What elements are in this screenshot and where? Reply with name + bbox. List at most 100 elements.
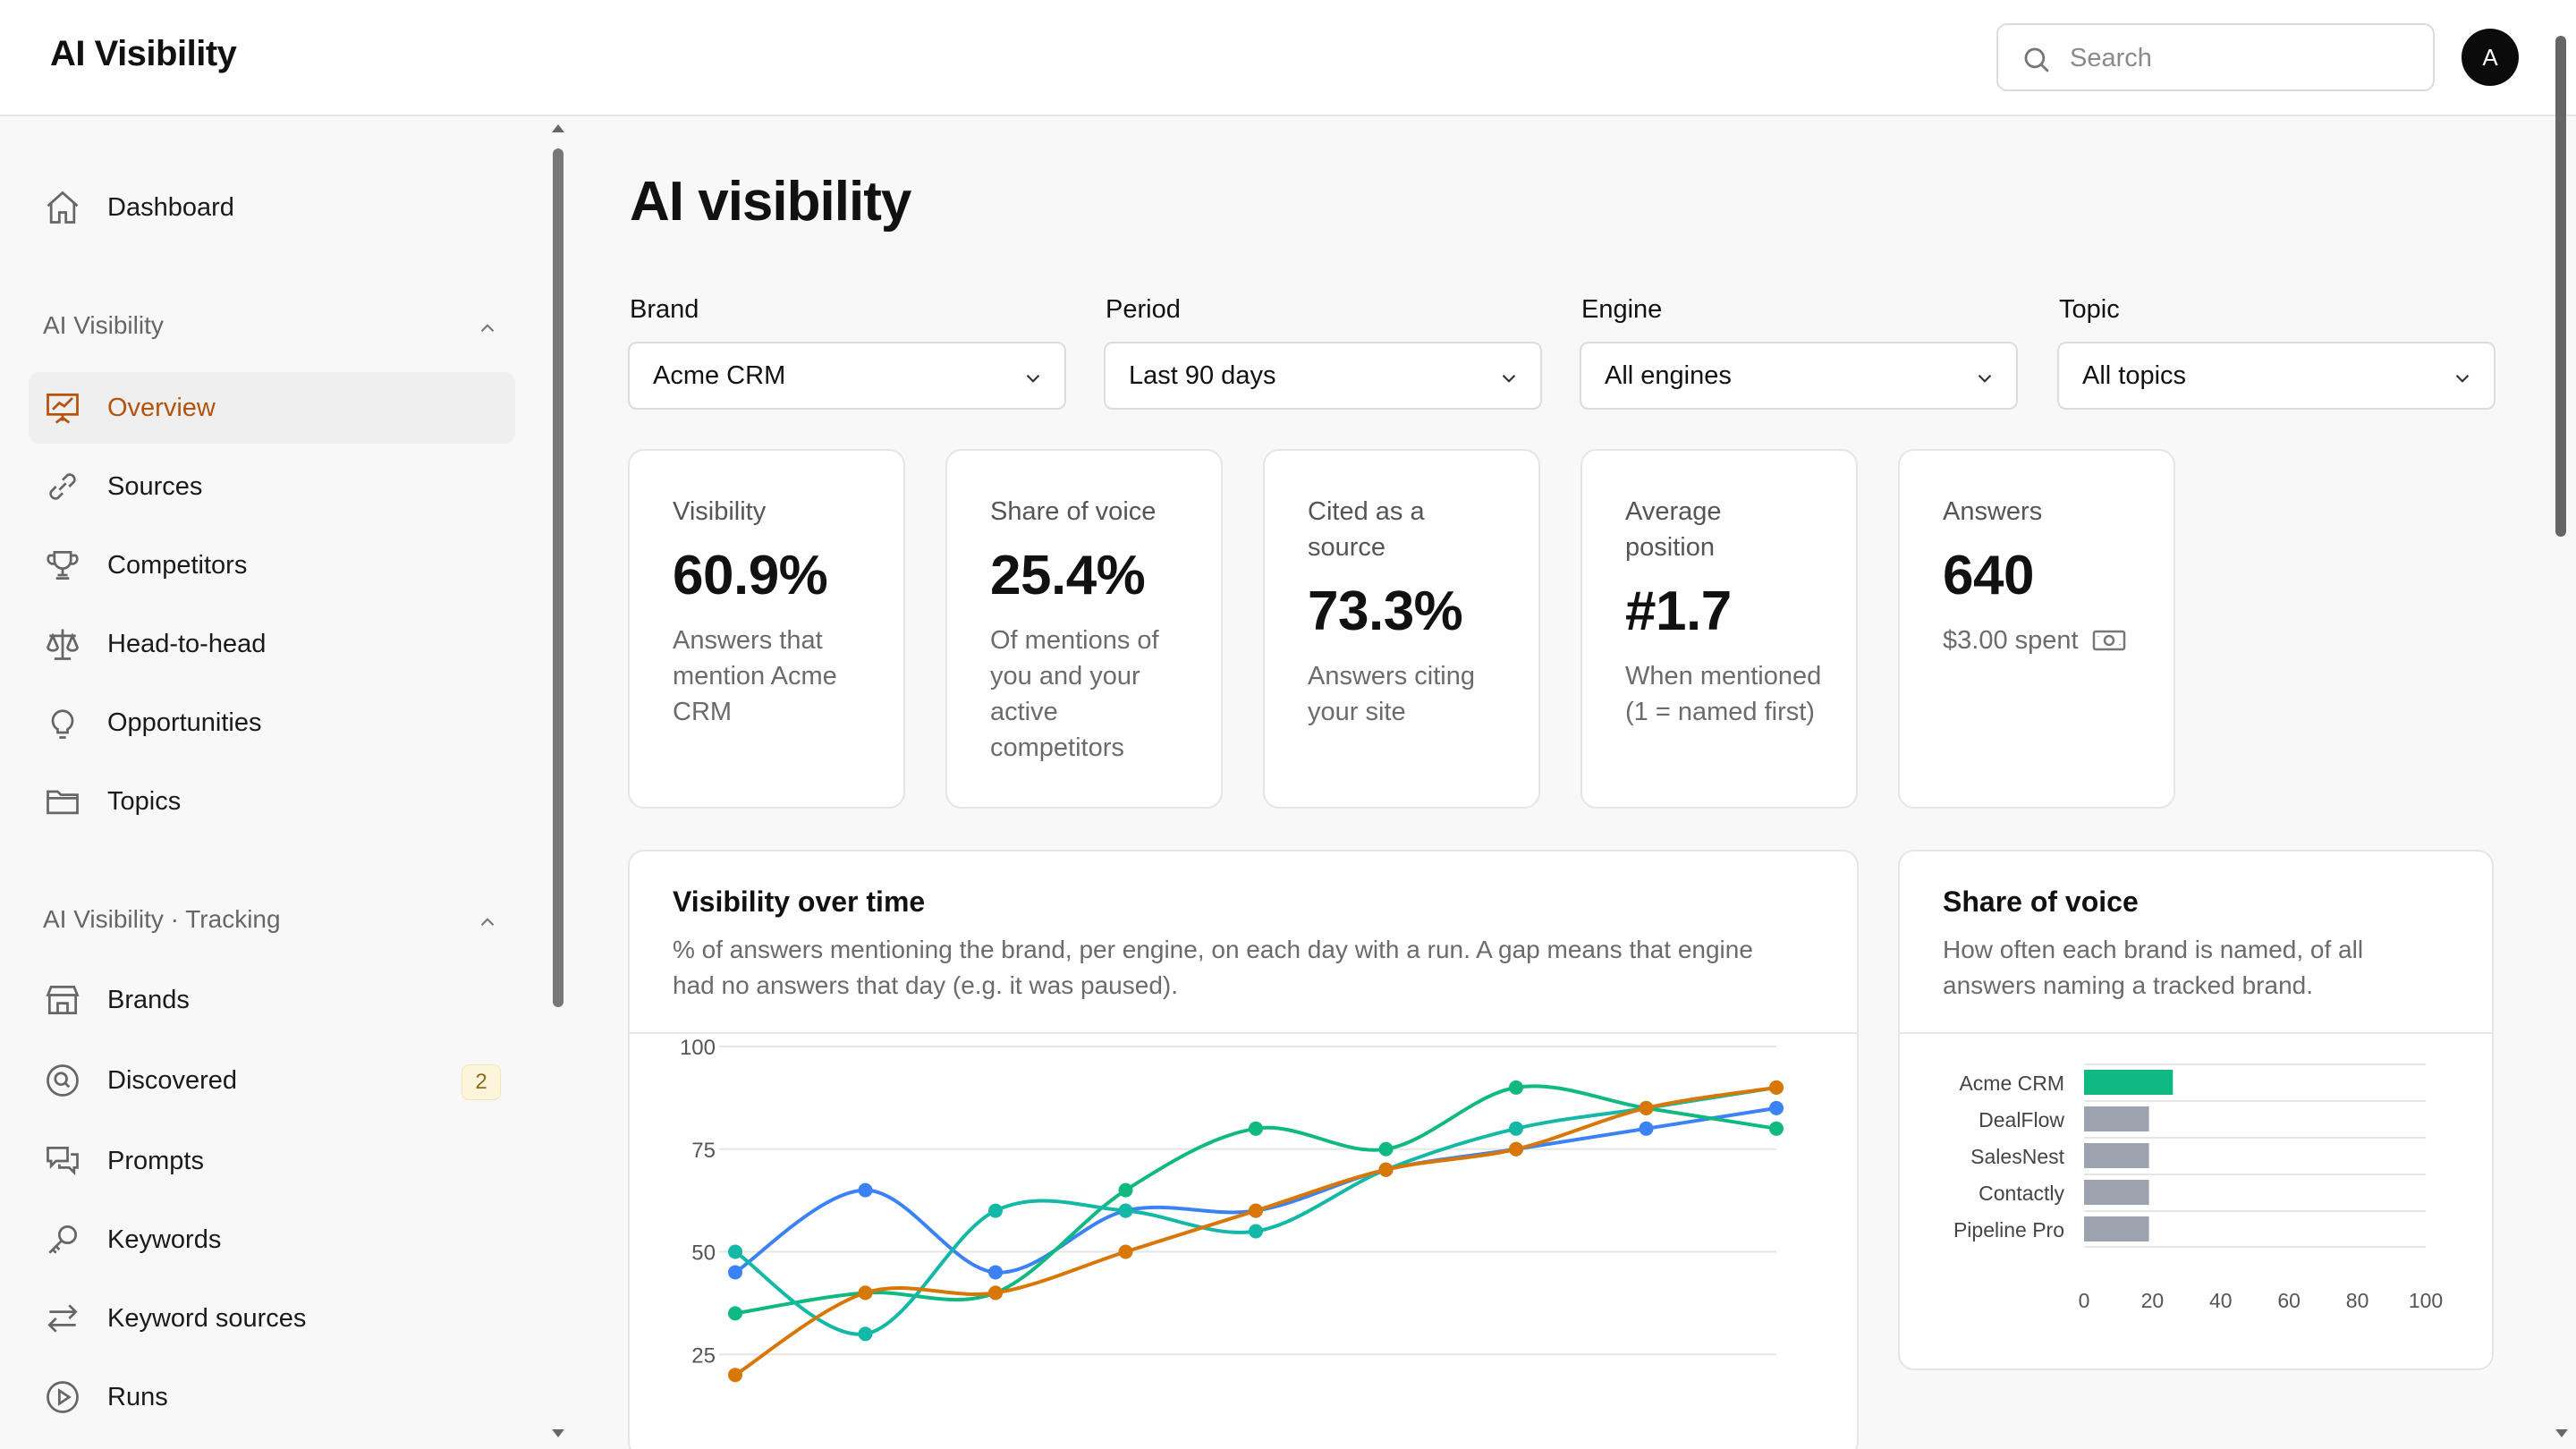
- bar[interactable]: [2084, 1070, 2174, 1095]
- bar[interactable]: [2084, 1106, 2149, 1131]
- sidebar-item-overview[interactable]: Overview: [29, 372, 515, 444]
- data-point[interactable]: [728, 1265, 742, 1280]
- sidebar-item-keywords[interactable]: Keywords: [29, 1204, 515, 1275]
- y-tick-label: 100: [680, 1036, 716, 1060]
- panel-subtitle: % of answers mentioning the brand, per e…: [673, 936, 1753, 999]
- chevron-down-icon: [1502, 374, 1516, 383]
- chevron-up-icon: [480, 918, 495, 927]
- sidebar-item-dashboard[interactable]: Dashboard: [29, 172, 515, 243]
- filter-label-period: Period: [1106, 295, 1181, 324]
- data-point[interactable]: [1769, 1080, 1784, 1095]
- data-point[interactable]: [1509, 1141, 1523, 1157]
- data-point[interactable]: [728, 1244, 742, 1259]
- sidebar-item-label: Overview: [107, 393, 216, 422]
- x-tick-label: 100: [2409, 1289, 2443, 1312]
- section-ai-visibility[interactable]: AI Visibility: [43, 311, 499, 347]
- scroll-down-arrow-icon[interactable]: [549, 1428, 567, 1440]
- topic-select[interactable]: All topics: [2057, 342, 2496, 410]
- sidebar-item-prompts[interactable]: Prompts: [29, 1125, 515, 1197]
- data-point[interactable]: [858, 1182, 873, 1198]
- app-title: AI Visibility: [50, 34, 237, 73]
- kpi-description: Of mentions of you and your active compe…: [990, 626, 1159, 762]
- sidebar-item-brands[interactable]: Brands: [29, 964, 515, 1036]
- sidebar-item-runs[interactable]: Runs: [29, 1361, 515, 1433]
- data-point[interactable]: [728, 1306, 742, 1321]
- data-point[interactable]: [858, 1285, 873, 1301]
- data-point[interactable]: [1639, 1121, 1654, 1136]
- data-point[interactable]: [1118, 1182, 1133, 1198]
- data-point[interactable]: [728, 1368, 742, 1383]
- chevron-down-icon: [1026, 374, 1040, 383]
- sidebar-item-discovered[interactable]: Discovered 2: [29, 1045, 515, 1116]
- sidebar: Dashboard AI Visibility Overview Sources…: [0, 118, 546, 1449]
- sidebar-scroll-thumb[interactable]: [553, 148, 564, 1007]
- data-point[interactable]: [988, 1203, 1003, 1218]
- kpi-description: Answers citing your site: [1308, 662, 1475, 726]
- select-value: All topics: [2082, 361, 2187, 390]
- kpi-card-cited-as-source: Cited as a source 73.3% Answers citing y…: [1263, 449, 1540, 809]
- section-label: AI Visibility · Tracking: [43, 905, 281, 933]
- visibility-over-time-panel: Visibility over time % of answers mentio…: [628, 850, 1859, 1449]
- brand-select[interactable]: Acme CRM: [628, 342, 1066, 410]
- key-icon: [48, 1224, 78, 1254]
- page-scroll-thumb[interactable]: [2555, 36, 2566, 537]
- data-point[interactable]: [988, 1285, 1003, 1301]
- filter-label-engine: Engine: [1581, 295, 1663, 324]
- sidebar-scrollbar[interactable]: [547, 118, 569, 1449]
- chevron-down-icon: [2455, 374, 2470, 383]
- y-tick-label: 50: [691, 1241, 716, 1266]
- category-label: Pipeline Pro: [1953, 1218, 2064, 1241]
- data-point[interactable]: [1249, 1121, 1263, 1136]
- data-point[interactable]: [1378, 1162, 1394, 1177]
- banknote-icon: [2092, 630, 2125, 651]
- data-point[interactable]: [1509, 1121, 1523, 1136]
- panel-subtitle: How often each brand is named, of all an…: [1943, 936, 2364, 999]
- kpi-card-visibility: Visibility 60.9% Answers that mention Ac…: [628, 449, 905, 809]
- section-ai-visibility-tracking[interactable]: AI Visibility · Tracking: [43, 905, 499, 941]
- category-label: Acme CRM: [1959, 1072, 2064, 1095]
- data-point[interactable]: [1249, 1203, 1263, 1218]
- trophy-icon: [47, 550, 79, 580]
- engine-select[interactable]: All engines: [1580, 342, 2018, 410]
- avatar[interactable]: A: [2462, 29, 2519, 86]
- sidebar-item-competitors[interactable]: Competitors: [29, 530, 515, 601]
- data-point[interactable]: [1769, 1100, 1784, 1115]
- data-point[interactable]: [858, 1326, 873, 1342]
- period-select[interactable]: Last 90 days: [1104, 342, 1542, 410]
- data-point[interactable]: [1118, 1203, 1133, 1218]
- data-point[interactable]: [1769, 1121, 1784, 1136]
- search-box[interactable]: [1996, 23, 2435, 91]
- sidebar-item-topics[interactable]: Topics: [29, 766, 515, 837]
- bar[interactable]: [2084, 1216, 2149, 1241]
- page-scrollbar[interactable]: [2551, 32, 2572, 1449]
- data-point[interactable]: [1509, 1080, 1523, 1095]
- bar[interactable]: [2084, 1143, 2149, 1168]
- sidebar-item-opportunities[interactable]: Opportunities: [29, 687, 515, 758]
- sidebar-item-label: Competitors: [107, 550, 248, 580]
- sidebar-item-sources[interactable]: Sources: [29, 451, 515, 522]
- data-point[interactable]: [1249, 1224, 1263, 1239]
- kpi-value: #1.7: [1625, 580, 1732, 642]
- search-input[interactable]: [2070, 38, 2419, 79]
- select-value: Acme CRM: [653, 361, 786, 390]
- data-point[interactable]: [1118, 1244, 1133, 1259]
- chevron-up-icon: [480, 324, 495, 333]
- bar[interactable]: [2084, 1180, 2149, 1205]
- scroll-up-arrow-icon[interactable]: [549, 122, 567, 134]
- section-label: AI Visibility: [43, 311, 164, 339]
- sidebar-item-keyword-sources[interactable]: Keyword sources: [29, 1283, 515, 1354]
- kpi-label: Visibility: [673, 497, 767, 526]
- data-point[interactable]: [1378, 1141, 1394, 1157]
- category-label: DealFlow: [1979, 1108, 2064, 1131]
- kpi-value: 25.4%: [990, 545, 1146, 606]
- x-tick-label: 0: [2079, 1289, 2090, 1312]
- y-tick-label: 75: [691, 1139, 716, 1163]
- sidebar-item-head-to-head[interactable]: Head-to-head: [29, 608, 515, 680]
- scroll-down-arrow-icon[interactable]: [2553, 1428, 2571, 1440]
- sidebar-item-label: Discovered: [107, 1065, 238, 1095]
- y-tick-label: 25: [691, 1343, 716, 1368]
- data-point[interactable]: [988, 1265, 1003, 1280]
- chevron-down-icon: [1978, 374, 1992, 383]
- data-point[interactable]: [1639, 1100, 1654, 1115]
- share-of-voice-panel: Share of voice How often each brand is n…: [1898, 850, 2494, 1370]
